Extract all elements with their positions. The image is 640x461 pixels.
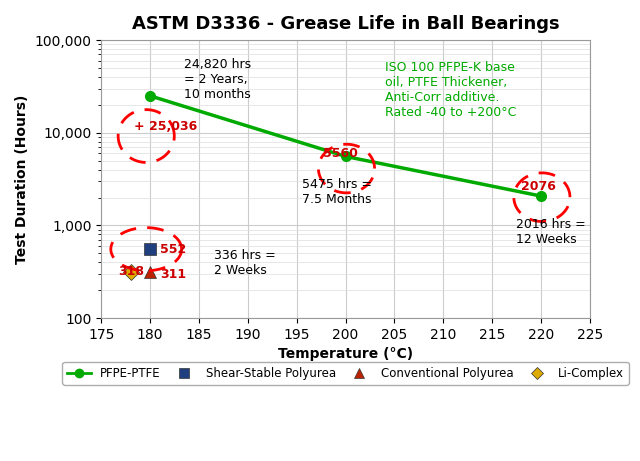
Text: 318: 318 bbox=[118, 265, 144, 278]
Legend: PFPE-PTFE, Shear-Stable Polyurea, Conventional Polyurea, Li-Complex: PFPE-PTFE, Shear-Stable Polyurea, Conven… bbox=[62, 362, 628, 384]
Text: 552: 552 bbox=[160, 243, 186, 256]
Text: + 25,036: + 25,036 bbox=[134, 120, 198, 133]
Y-axis label: Test Duration (Hours): Test Duration (Hours) bbox=[15, 95, 29, 264]
Text: 24,820 hrs
= 2 Years,
10 months: 24,820 hrs = 2 Years, 10 months bbox=[184, 58, 252, 100]
Text: 2076: 2076 bbox=[521, 180, 556, 193]
Title: ASTM D3336 - Grease Life in Ball Bearings: ASTM D3336 - Grease Life in Ball Bearing… bbox=[132, 15, 559, 33]
Text: 5475 hrs =
7.5 Months: 5475 hrs = 7.5 Months bbox=[301, 178, 372, 206]
Text: 311: 311 bbox=[160, 268, 186, 281]
Text: 5560: 5560 bbox=[323, 147, 358, 160]
X-axis label: Temperature (°C): Temperature (°C) bbox=[278, 348, 413, 361]
Text: 336 hrs =
2 Weeks: 336 hrs = 2 Weeks bbox=[214, 249, 275, 278]
Text: ISO 100 PFPE-K base
oil, PTFE Thickener,
Anti-Corr additive.
Rated -40 to +200°C: ISO 100 PFPE-K base oil, PTFE Thickener,… bbox=[385, 61, 516, 118]
Text: 2016 hrs =
12 Weeks: 2016 hrs = 12 Weeks bbox=[516, 218, 586, 246]
